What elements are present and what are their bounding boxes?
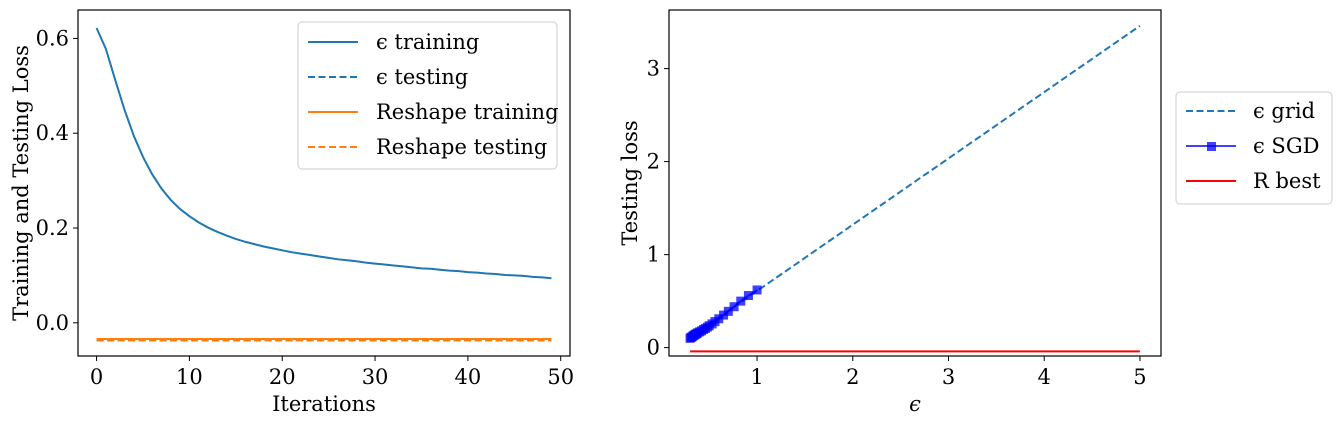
right-legend-marker-1 — [1207, 142, 1216, 151]
right-series-1-point — [729, 302, 739, 312]
left-x-tick-label: 40 — [455, 365, 482, 389]
left-x-axis-label: Iterations — [272, 392, 376, 416]
left-legend-label-2: Reshape training — [376, 100, 559, 124]
right-series-line-0 — [689, 24, 1141, 339]
left-y-tick-label: 0.6 — [36, 26, 69, 50]
left-chart: 0 10 20 30 40 50 0.0 0.2 0.4 0.6 Iterations Trai… — [9, 9, 574, 416]
left-y-tick-label: 0.0 — [36, 311, 69, 335]
left-legend-label-3: Reshape testing — [376, 135, 547, 159]
left-x-tick-label: 20 — [269, 365, 296, 389]
right-series-1-point — [714, 314, 724, 324]
right-legend-box — [1175, 91, 1333, 205]
right-chart: 1 2 3 4 5 0 1 2 3 ϵ Testing loss ϵ grid ϵ SGD R… — [618, 9, 1333, 416]
right-y-tick-label: 0 — [647, 336, 660, 360]
right-series-1-point — [723, 306, 733, 316]
left-legend-box — [297, 21, 558, 170]
left-legend-label-1: ϵ testing — [376, 65, 468, 89]
right-series-1-point — [719, 310, 729, 320]
right-y-tick-label: 3 — [647, 57, 660, 81]
left-x-tick-label: 10 — [176, 365, 203, 389]
right-x-ticks: 1 2 3 4 5 — [750, 356, 1147, 389]
right-plot-frame — [668, 9, 1162, 357]
right-x-axis-label: ϵ — [909, 392, 921, 416]
left-y-ticks: 0.0 0.2 0.4 0.6 — [36, 26, 78, 335]
right-y-tick-label: 1 — [647, 243, 660, 267]
right-series-layer — [685, 24, 1141, 353]
right-y-tick-label: 2 — [647, 150, 660, 174]
right-series-1-point — [743, 291, 753, 301]
left-x-tick-label: 0 — [90, 365, 103, 389]
right-legend-label-2: R best — [1253, 169, 1321, 193]
left-series-layer — [95, 27, 552, 342]
left-legend-label-0: ϵ training — [376, 30, 479, 54]
right-x-tick-label: 2 — [846, 365, 859, 389]
left-x-ticks: 0 10 20 30 40 50 — [90, 356, 574, 389]
right-series-1-point — [752, 285, 762, 295]
right-x-tick-label: 4 — [1038, 365, 1051, 389]
left-legend: ϵ training ϵ testing Reshape training Re… — [297, 21, 559, 170]
right-x-tick-label: 1 — [750, 365, 763, 389]
left-x-tick-label: 50 — [547, 365, 574, 389]
left-y-tick-label: 0.2 — [36, 216, 69, 240]
right-legend-label-1: ϵ SGD — [1253, 134, 1319, 158]
right-y-axis-label: Testing loss — [618, 120, 642, 245]
right-x-tick-label: 5 — [1133, 365, 1146, 389]
right-y-ticks: 0 1 2 3 — [647, 57, 669, 360]
left-y-tick-label: 0.4 — [36, 121, 69, 145]
right-series-1-point — [736, 296, 746, 306]
left-series-line-0 — [95, 27, 552, 280]
left-y-axis-label: Training and Testing Loss — [9, 45, 33, 321]
left-plot-frame — [77, 9, 571, 357]
right-x-tick-label: 3 — [942, 365, 955, 389]
left-x-tick-label: 30 — [362, 365, 389, 389]
right-legend: ϵ grid ϵ SGD R best — [1175, 91, 1333, 205]
right-legend-label-0: ϵ grid — [1253, 99, 1315, 123]
